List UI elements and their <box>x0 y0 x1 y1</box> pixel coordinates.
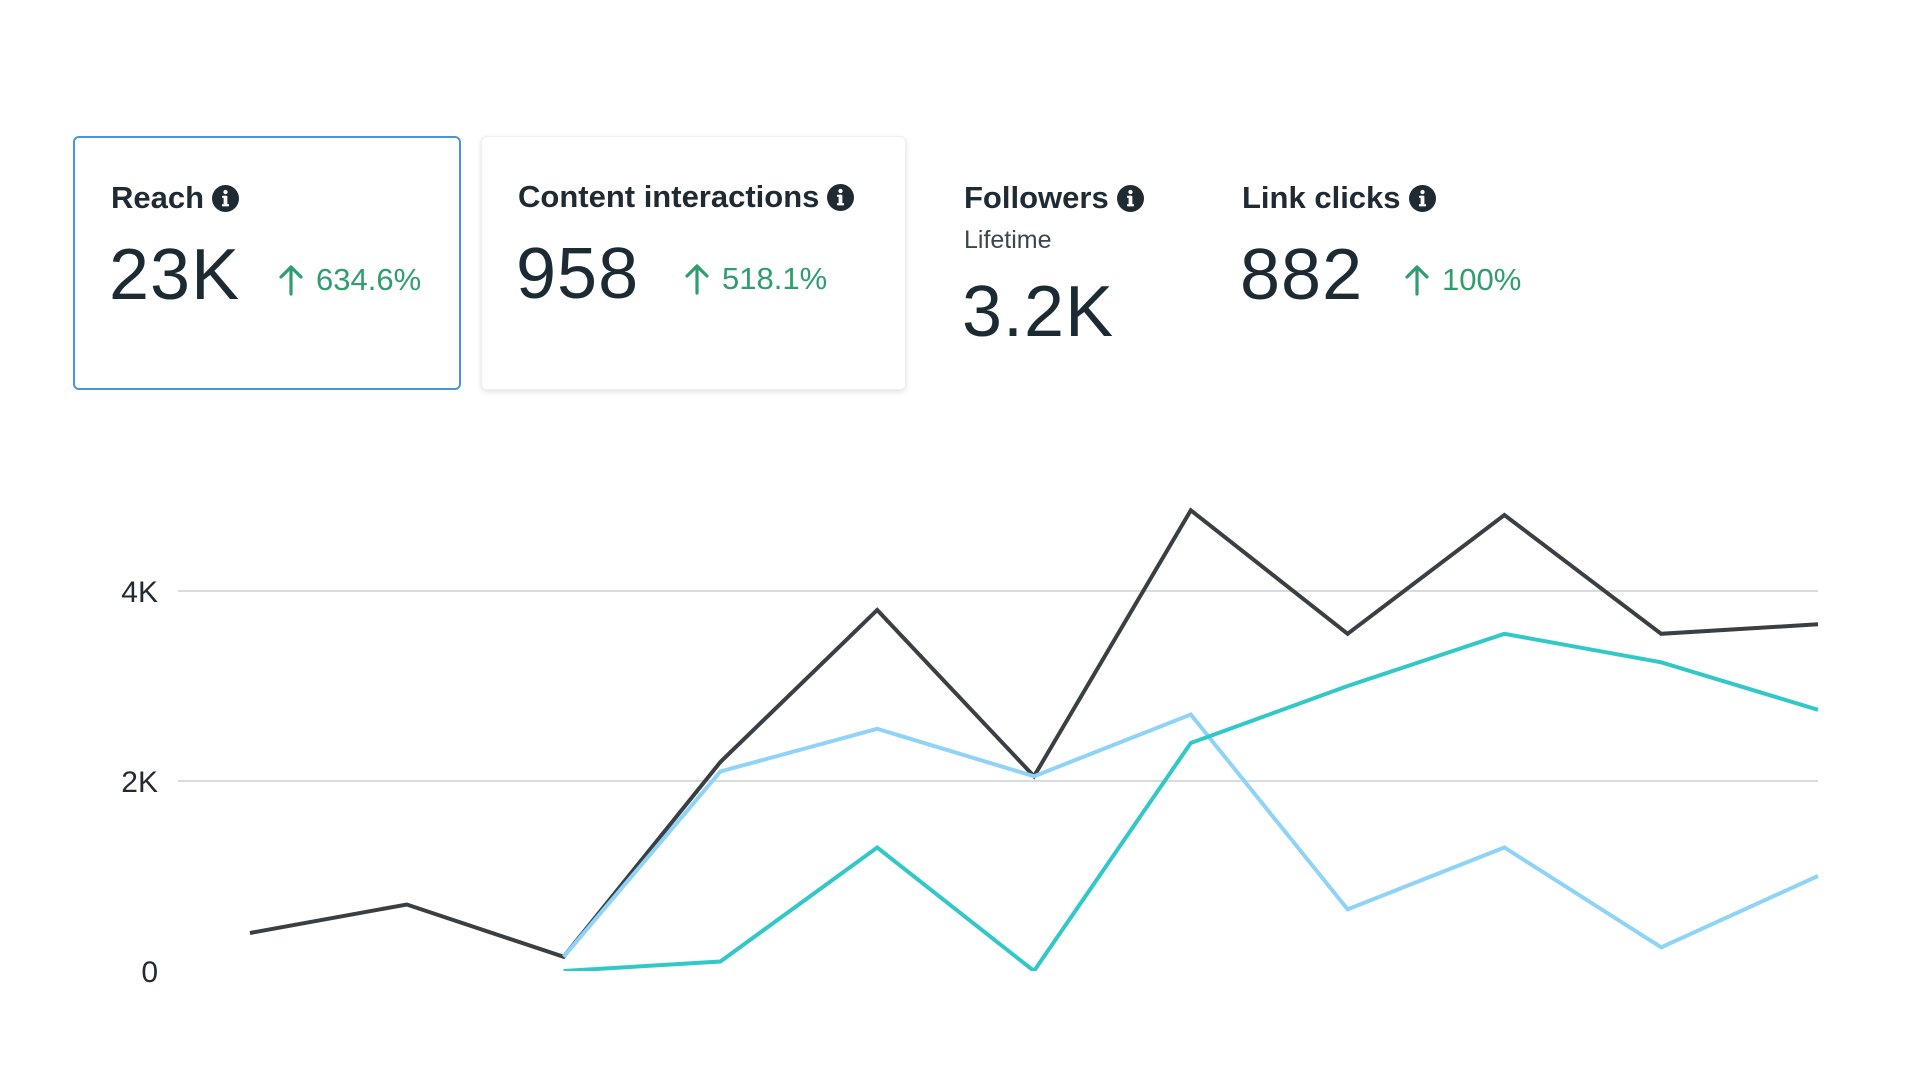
metric-change-value: 518.1% <box>722 261 828 296</box>
arrow-up-icon <box>279 265 303 296</box>
metric-change-link-clicks: 100% <box>1404 262 1521 298</box>
metric-change-value: 634.6% <box>316 262 422 297</box>
y-tick-label: 2K <box>121 766 158 799</box>
metric-title-reach: Reach <box>111 180 240 216</box>
metric-title-label: Followers <box>964 180 1109 215</box>
metric-title-label: Content interactions <box>518 179 820 214</box>
metric-change-reach: 634.6% <box>278 262 421 298</box>
metric-title-link-clicks: Link clicks <box>1242 180 1436 216</box>
y-tick-label: 4K <box>121 576 158 609</box>
arrow-up-icon <box>1405 265 1429 296</box>
metric-title-label: Reach <box>111 180 205 215</box>
series-line-3 <box>563 631 1819 971</box>
metric-value-followers: 3.2K <box>962 272 1115 352</box>
info-icon[interactable] <box>212 184 240 212</box>
metric-change-content-interactions: 518.1% <box>684 261 827 297</box>
metric-title-followers: Followers <box>964 180 1144 216</box>
arrow-up-icon <box>685 264 709 295</box>
metric-value-reach: 23K <box>109 235 241 315</box>
metric-card-content-interactions[interactable]: Content interactions 958 518.1% <box>481 136 906 390</box>
y-tick-label: 0 <box>141 956 158 989</box>
metric-value-link-clicks: 882 <box>1240 235 1364 315</box>
series-line-1 <box>249 507 1819 960</box>
info-icon[interactable] <box>1116 184 1144 212</box>
metric-value-content-interactions: 958 <box>516 234 640 314</box>
metric-subtitle-followers: Lifetime <box>964 226 1052 254</box>
info-icon[interactable] <box>1408 184 1436 212</box>
metric-card-link-clicks[interactable]: Link clicks 882 100% <box>1206 136 1546 390</box>
series-line-2 <box>562 712 1819 959</box>
metric-title-label: Link clicks <box>1242 180 1401 215</box>
metric-change-value: 100% <box>1442 262 1522 297</box>
metric-card-reach[interactable]: Reach 23K 634.6% <box>73 136 461 390</box>
metric-title-content-interactions: Content interactions <box>518 179 855 215</box>
info-icon[interactable] <box>827 183 855 211</box>
metric-card-followers[interactable]: Followers Lifetime 3.2K <box>928 136 1188 390</box>
